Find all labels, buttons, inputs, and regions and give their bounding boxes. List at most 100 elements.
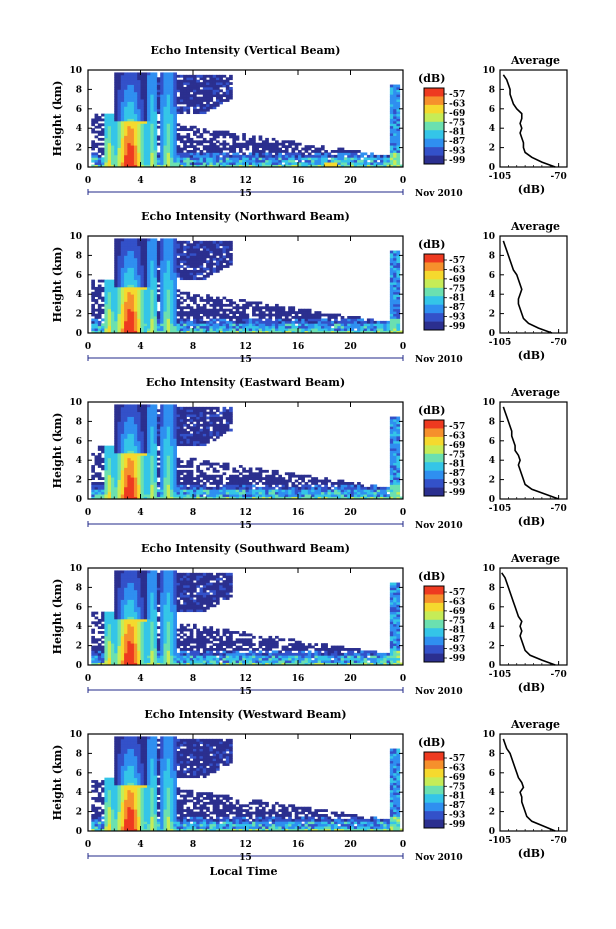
heatmap-cell bbox=[173, 152, 177, 156]
heatmap-cell bbox=[137, 252, 141, 256]
heatmap-cell bbox=[363, 157, 368, 161]
heatmap-cell bbox=[170, 320, 174, 324]
heatmap-cell bbox=[206, 301, 210, 305]
heatmap-cell bbox=[114, 154, 118, 158]
heatmap-cell bbox=[337, 325, 342, 329]
heatmap-cell bbox=[160, 330, 164, 334]
heatmap-cell bbox=[110, 118, 115, 122]
heatmap-cell bbox=[206, 316, 210, 319]
heatmap-cell bbox=[94, 113, 99, 117]
heatmap-cell bbox=[212, 262, 217, 266]
heatmap-cell bbox=[127, 113, 132, 117]
heatmap-cell bbox=[120, 255, 125, 259]
heatmap-cell bbox=[396, 147, 401, 151]
heatmap-cell bbox=[219, 262, 223, 266]
heatmap-cell bbox=[91, 467, 95, 471]
heatmap-cell bbox=[212, 142, 217, 146]
heatmap-cell bbox=[389, 84, 394, 88]
heatmap-cell bbox=[143, 150, 148, 153]
heatmap-cell bbox=[212, 157, 217, 161]
heatmap-cell bbox=[156, 469, 161, 473]
heatmap-cell bbox=[212, 269, 217, 273]
heatmap-cell bbox=[97, 328, 102, 331]
heatmap-cell bbox=[215, 262, 220, 266]
heatmap-cell bbox=[258, 325, 263, 329]
heatmap-cell bbox=[110, 318, 115, 322]
heatmap-cell bbox=[183, 416, 187, 420]
heatmap-cell bbox=[389, 308, 394, 312]
heatmap-cell bbox=[163, 89, 168, 93]
heatmap-cell bbox=[186, 255, 191, 259]
heatmap-cell bbox=[225, 330, 230, 334]
heatmap-cell bbox=[209, 431, 214, 434]
heatmap-cell bbox=[347, 150, 351, 153]
heatmap-cell bbox=[153, 113, 158, 117]
heatmap-cell bbox=[163, 303, 168, 307]
heatmap-cell bbox=[91, 313, 95, 317]
heatmap-cell bbox=[110, 157, 115, 161]
heatmap-cell bbox=[91, 145, 95, 148]
heatmap-cell bbox=[202, 435, 207, 439]
heatmap-cell bbox=[173, 123, 177, 127]
heatmap-cell bbox=[163, 443, 168, 447]
heatmap-cell bbox=[268, 325, 273, 329]
heatmap-cell bbox=[258, 159, 263, 163]
heatmap-cell bbox=[120, 325, 125, 329]
heatmap-cell bbox=[156, 482, 161, 485]
heatmap-cell bbox=[114, 103, 118, 107]
heatmap-cell bbox=[163, 255, 168, 259]
heatmap-cell bbox=[163, 154, 168, 158]
heatmap-cell bbox=[294, 328, 299, 331]
heatmap-cell bbox=[160, 154, 164, 158]
heatmap-cell bbox=[91, 128, 95, 132]
heatmap-cell bbox=[117, 323, 122, 327]
heatmap-cell bbox=[110, 164, 115, 168]
heatmap-cell bbox=[219, 130, 223, 134]
heatmap-cell bbox=[215, 248, 220, 251]
heatmap-cell bbox=[150, 491, 155, 495]
heatmap-cell bbox=[206, 411, 210, 415]
heatmap-cell bbox=[248, 301, 253, 305]
heatmap-cell bbox=[179, 86, 184, 90]
heatmap-cell bbox=[284, 164, 289, 168]
heatmap-cell bbox=[219, 159, 223, 163]
heatmap-cell bbox=[150, 438, 155, 442]
heatmap-cell bbox=[166, 479, 171, 483]
heatmap-cell bbox=[133, 465, 138, 468]
heatmap-cell bbox=[140, 267, 145, 271]
heatmap-cell bbox=[343, 318, 348, 322]
heatmap-cell bbox=[386, 320, 391, 324]
heatmap-cell bbox=[199, 320, 204, 324]
heatmap-cell bbox=[127, 482, 132, 485]
heatmap-cell bbox=[147, 311, 151, 314]
heatmap-cell bbox=[147, 289, 151, 293]
heatmap-cell bbox=[219, 147, 223, 151]
heatmap-cell bbox=[314, 162, 319, 165]
heatmap-cell bbox=[166, 428, 171, 432]
heatmap-cell bbox=[396, 137, 401, 141]
heatmap-cell bbox=[104, 325, 109, 329]
heatmap-cell bbox=[133, 440, 138, 444]
heatmap-cell bbox=[104, 130, 109, 134]
heatmap-cell bbox=[393, 164, 397, 168]
heatmap-cell bbox=[275, 164, 279, 168]
colorbar-swatch bbox=[424, 321, 444, 331]
heatmap-cell bbox=[110, 462, 115, 466]
heatmap-cell bbox=[183, 101, 187, 105]
heatmap-cell bbox=[101, 448, 105, 451]
heatmap-cell bbox=[389, 154, 394, 158]
heatmap-cell bbox=[137, 477, 141, 480]
heatmap-cell bbox=[91, 477, 95, 480]
heatmap-cell bbox=[215, 96, 220, 100]
heatmap-cell bbox=[127, 240, 132, 244]
heatmap-cell bbox=[193, 74, 197, 78]
heatmap-cell bbox=[176, 416, 181, 420]
heatmap-cell bbox=[150, 465, 155, 468]
heatmap-cell bbox=[209, 96, 214, 100]
heatmap-cell bbox=[176, 157, 181, 161]
heatmap-cell bbox=[248, 137, 253, 141]
heatmap-cell bbox=[199, 142, 204, 146]
heatmap-cell bbox=[170, 455, 174, 459]
heatmap-cell bbox=[215, 426, 220, 430]
heatmap-cell bbox=[143, 152, 148, 156]
